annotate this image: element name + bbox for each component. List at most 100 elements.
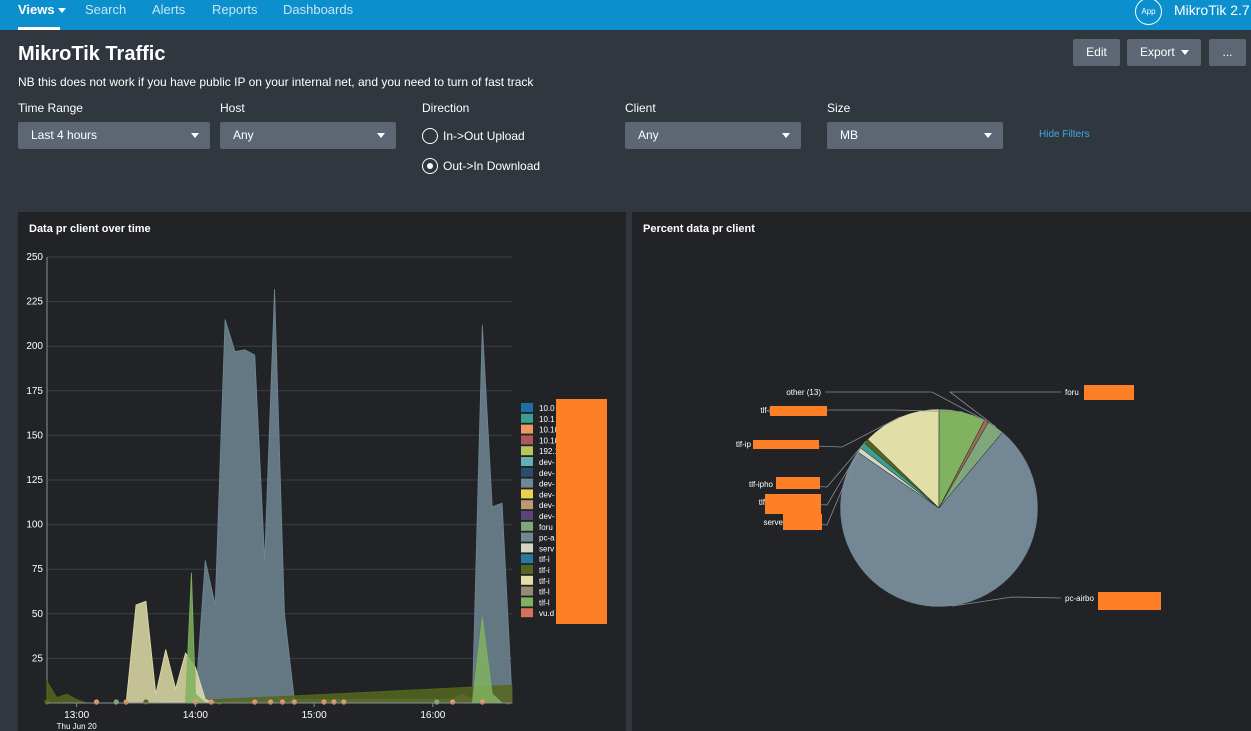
time-range-select[interactable]: Last 4 hours [18, 122, 210, 149]
pie-slice-label: tlf [759, 498, 766, 507]
legend-swatch [521, 424, 533, 434]
legend-label[interactable]: dev- [539, 469, 555, 478]
page-title: MikroTik Traffic [18, 43, 166, 65]
legend-label[interactable]: tlf-i [539, 566, 550, 575]
baseline-marker [341, 699, 347, 705]
legend-label[interactable]: foru [539, 523, 553, 532]
x-tick-label: 14:00 [183, 710, 208, 721]
direction-option-download-label: Out->In Download [443, 159, 541, 173]
legend-label[interactable]: dev- [539, 501, 555, 510]
legend-label[interactable]: tlf-i [539, 555, 550, 564]
legend-label[interactable]: dev- [539, 480, 555, 489]
x-tick-label: 13:00 [64, 710, 89, 721]
pie-chart-title: Percent data pr client [643, 223, 755, 235]
top-nav-bar: Views Search Alerts Reports Dashboards A… [0, 0, 1251, 30]
area-series-group [46, 289, 513, 704]
export-button[interactable]: Export [1127, 39, 1201, 66]
legend-label[interactable]: tlf-i [539, 577, 550, 586]
legend-swatch [521, 521, 533, 531]
legend-label[interactable]: tlf-l [539, 588, 550, 597]
baseline-marker [123, 699, 129, 705]
pie-slice-label: other (13) [786, 388, 821, 397]
legend-label[interactable]: 10.1 [539, 415, 555, 424]
pie-slice-label: tlf-i [760, 406, 771, 415]
redaction-block [1084, 385, 1134, 400]
legend-label[interactable]: 10.10 [539, 426, 560, 435]
baseline-marker [252, 699, 258, 705]
y-tick-label: 175 [26, 386, 43, 397]
y-tick-label: 250 [26, 252, 43, 263]
more-actions-button[interactable]: ... [1209, 39, 1246, 66]
chevron-down-icon [191, 133, 199, 138]
pie-leader-line [825, 391, 987, 422]
legend-label[interactable]: vu.d [539, 609, 554, 618]
y-tick-label: 75 [32, 564, 44, 575]
pie-chart-panel: Percent data pr client pc-airbo serve tlf t… [632, 212, 1251, 731]
pie-leader-line [952, 596, 1062, 607]
baseline-marker [479, 699, 485, 705]
legend-swatch [521, 403, 533, 412]
host-select[interactable]: Any [220, 122, 396, 149]
legend-label[interactable]: tlf-l [539, 598, 550, 607]
legend-swatch [521, 532, 533, 542]
baseline-marker [113, 699, 119, 705]
nav-search[interactable]: Search [85, 2, 127, 17]
area-series-12[interactable] [47, 289, 513, 704]
nav-dashboards[interactable]: Dashboards [283, 2, 354, 17]
client-value: Any [638, 128, 659, 142]
legend-swatch [521, 586, 533, 596]
y-tick-label: 200 [26, 341, 43, 352]
baseline-marker [321, 699, 327, 705]
legend-label[interactable]: dev- [539, 512, 555, 521]
edit-button[interactable]: Edit [1073, 39, 1120, 66]
hide-filters-link[interactable]: Hide Filters [1039, 129, 1090, 140]
y-tick-label: 100 [26, 520, 43, 531]
app-icon[interactable]: App [1135, 0, 1162, 25]
legend-label[interactable]: dev- [539, 490, 555, 499]
x-tick-label: 16:00 [420, 710, 445, 721]
legend-swatch [521, 489, 533, 499]
time-range-label: Time Range [18, 101, 83, 115]
legend-swatch [521, 597, 533, 607]
y-tick-label: 150 [26, 430, 43, 441]
host-value: Any [233, 128, 254, 142]
y-tick-label: 125 [26, 475, 43, 486]
client-select[interactable]: Any [625, 122, 801, 149]
legend-label[interactable]: dev- [539, 458, 555, 467]
size-value: MB [840, 128, 858, 142]
area-chart-title: Data pr client over time [29, 223, 151, 235]
size-select[interactable]: MB [827, 122, 1003, 149]
redaction-block [770, 406, 827, 416]
baseline-marker [267, 699, 274, 705]
legend-swatch [521, 478, 533, 488]
legend-label[interactable]: 10.0 [539, 404, 555, 413]
baseline-marker [216, 699, 222, 705]
legend-swatch [521, 457, 533, 466]
y-tick-label: 225 [26, 297, 43, 308]
pie-slice-label: tlf-ipho [749, 480, 774, 489]
nav-active-indicator [18, 27, 60, 30]
legend-label[interactable]: 10.10 [539, 436, 560, 445]
chevron-down-icon [1180, 50, 1189, 56]
radio-unchecked-icon[interactable] [422, 128, 438, 144]
nav-views-label: Views [18, 2, 55, 17]
redaction-block [765, 494, 821, 514]
baseline-marker [434, 699, 440, 705]
x-tick-label: 15:00 [302, 710, 327, 721]
chevron-down-icon [57, 8, 66, 14]
baseline-marker [93, 699, 100, 705]
redaction-block [556, 399, 607, 624]
radio-checked-icon[interactable] [422, 158, 438, 174]
legend-label[interactable]: pc-a [539, 534, 555, 543]
nav-alerts[interactable]: Alerts [152, 2, 186, 17]
app-name[interactable]: MikroTik 2.7 [1174, 2, 1250, 18]
redaction-block [783, 514, 822, 530]
legend-label[interactable]: 192.1 [539, 447, 560, 456]
legend-label[interactable]: serv [539, 544, 554, 553]
nav-reports[interactable]: Reports [212, 2, 258, 17]
nav-views[interactable]: Views [18, 2, 66, 17]
area-chart-panel: Data pr client over time 25 50 75 100 125 150… [18, 212, 626, 731]
legend-swatch [521, 511, 533, 520]
pie-slice[interactable] [839, 431, 1039, 608]
size-label: Size [827, 101, 851, 115]
